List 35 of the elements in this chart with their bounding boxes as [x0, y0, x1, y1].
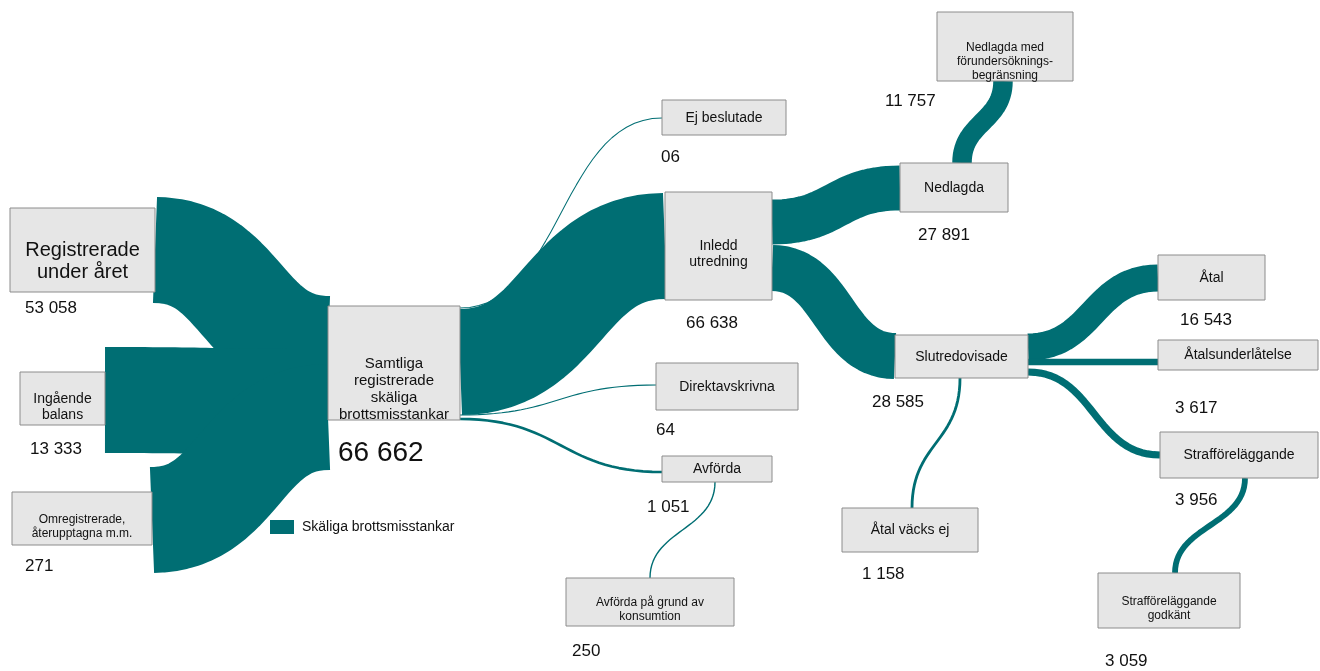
category-label: Nedlagda med förundersöknings- begränsning — [956, 39, 1054, 82]
data-label: 64 — [656, 420, 675, 439]
category-label: Åtal — [1199, 268, 1224, 285]
category-label: Slutredovisade — [915, 347, 1009, 364]
data-label: 3 059 — [1105, 651, 1148, 670]
category-label: Omregistrerade, återupptagna m.m. — [31, 511, 133, 540]
data-label: 06 — [661, 147, 680, 166]
data-label: 27 891 — [918, 225, 970, 244]
data-label: 271 — [25, 556, 54, 575]
data-label: 28 585 — [872, 392, 924, 411]
data-label: 1 051 — [647, 497, 690, 516]
category-label: Åtal väcks ej — [870, 521, 950, 537]
data-label: 13 333 — [30, 439, 82, 458]
category-label: Samtliga registrerade skäliga brottsmisstankar — [338, 354, 450, 422]
category-label: Direktavskrivna — [679, 377, 776, 394]
data-label: 53 058 — [25, 298, 77, 317]
data-label: 250 — [572, 641, 601, 660]
legend-label: Skäliga brottsmisstankar — [302, 518, 455, 534]
data-label: 11 757 — [885, 91, 936, 110]
category-label: Nedlagda — [924, 178, 985, 195]
category-label: Ej beslutade — [685, 108, 763, 125]
data-label: 3 956 — [1175, 490, 1218, 509]
category-label: Ingående balans — [33, 389, 92, 422]
category-label: Åtalsunderlåtelse — [1184, 346, 1292, 362]
data-label: 66 662 — [338, 436, 424, 467]
data-label: 3 617 — [1175, 398, 1218, 417]
category-label: Inledd utredning — [689, 237, 748, 269]
category-label: Strafföreläggande — [1183, 446, 1295, 462]
category-label: Avförda — [693, 460, 742, 476]
category-label: Registrerade under året — [25, 238, 140, 282]
data-label: 66 638 — [686, 313, 738, 332]
data-label: 16 543 — [1180, 310, 1232, 329]
category-label: Strafföreläggande godkänt — [1121, 593, 1217, 622]
data-label: 1 158 — [862, 564, 905, 583]
category-label: Avförda på grund av konsumtion — [596, 595, 704, 623]
